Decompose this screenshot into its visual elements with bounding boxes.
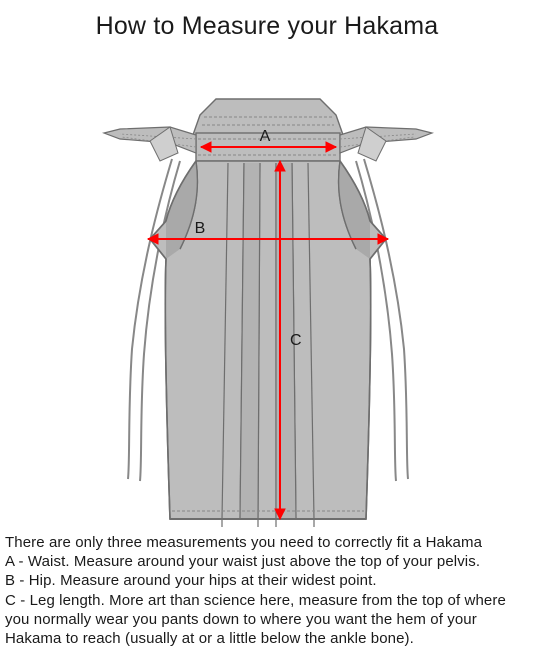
desc-b: B - Hip. Measure around your hips at the… — [5, 571, 524, 590]
measure-label-b: B — [195, 220, 206, 237]
desc-a: A - Waist. Measure around your waist jus… — [5, 552, 524, 571]
description-block: There are only three measurements you ne… — [0, 529, 534, 668]
measure-label-c: C — [290, 332, 302, 349]
measure-label-a: A — [260, 128, 271, 145]
desc-intro: There are only three measurements you ne… — [5, 533, 524, 552]
page-title: How to Measure your Hakama — [0, 0, 534, 49]
desc-c: C - Leg length. More art than science he… — [5, 591, 524, 649]
hakama-diagram: A B C — [0, 49, 534, 529]
hakama-skirt — [150, 161, 386, 527]
right-tie — [340, 127, 432, 161]
page-root: How to Measure your Hakama — [0, 0, 534, 668]
left-tie — [104, 127, 196, 161]
